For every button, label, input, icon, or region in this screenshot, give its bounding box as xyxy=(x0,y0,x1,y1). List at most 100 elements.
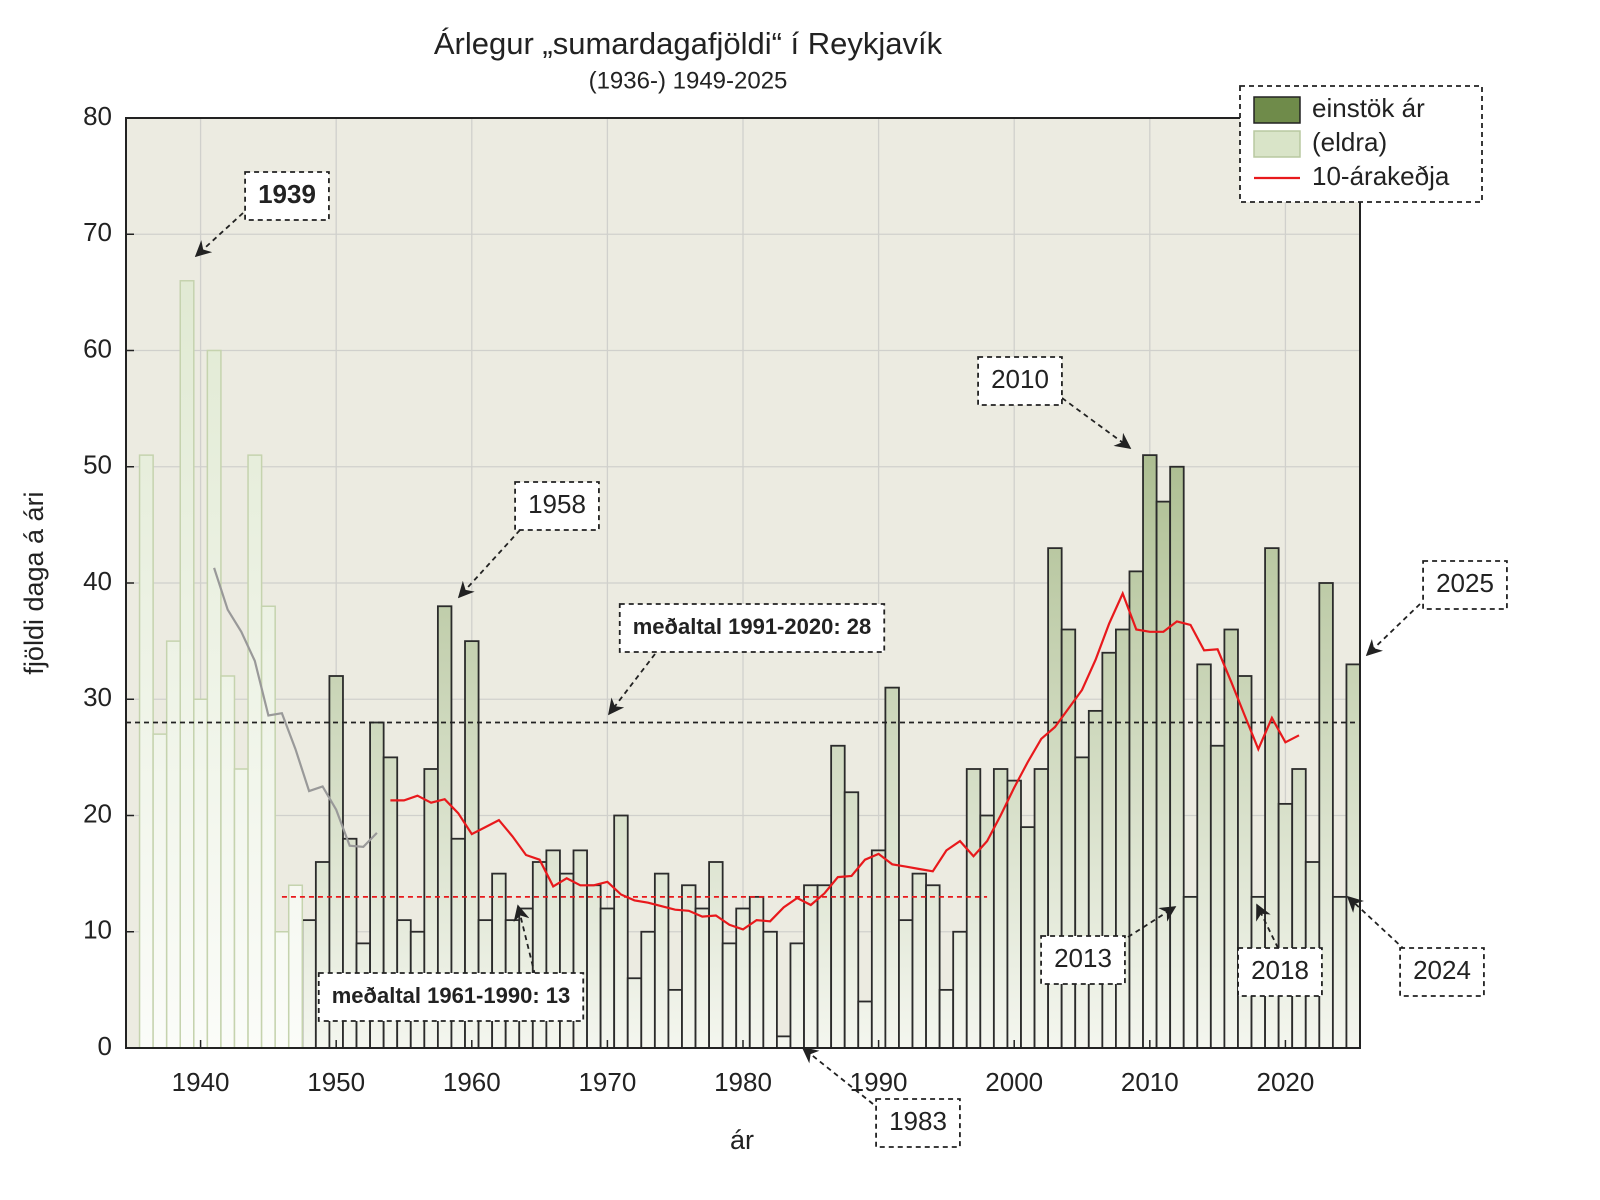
x-axis-label: ár xyxy=(730,1125,754,1155)
y-tick-label: 60 xyxy=(83,333,112,363)
chart-subtitle: (1936-) 1949-2025 xyxy=(589,67,788,94)
bar xyxy=(884,686,900,1049)
annotation-box xyxy=(317,972,585,1022)
bar xyxy=(626,977,643,1049)
older-bar xyxy=(287,884,304,1049)
older-bar xyxy=(220,675,236,1049)
chart-title: Árlegur „sumardagafjöldi“ í Reykjavík xyxy=(434,26,943,61)
annotation-box xyxy=(1237,947,1323,997)
bar xyxy=(925,884,941,1049)
bar xyxy=(1209,744,1226,1049)
bar xyxy=(599,907,616,1049)
bar xyxy=(613,814,629,1049)
legend-label: einstök ár xyxy=(1312,93,1425,123)
bar xyxy=(1128,570,1144,1049)
bar xyxy=(816,884,833,1049)
x-tick-label: 1980 xyxy=(714,1067,772,1097)
bar xyxy=(857,1000,873,1049)
x-tick-label: 1990 xyxy=(850,1067,908,1097)
bar xyxy=(1291,768,1307,1049)
bar xyxy=(721,942,738,1049)
annotation-arrow xyxy=(608,653,656,716)
bar xyxy=(301,919,317,1049)
bar xyxy=(667,988,683,1049)
x-tick-label: 1960 xyxy=(443,1067,501,1097)
bar xyxy=(789,942,805,1049)
annotation-box xyxy=(977,356,1063,406)
annotation-arrow xyxy=(1256,903,1279,949)
bar xyxy=(965,768,982,1049)
bar xyxy=(952,930,968,1049)
moving-average-line xyxy=(213,567,378,849)
bar xyxy=(1182,895,1199,1049)
bar xyxy=(1101,651,1117,1049)
moving-average-line xyxy=(390,590,1300,931)
older-bar xyxy=(152,733,168,1049)
annotation-box xyxy=(875,1098,961,1148)
x-tick-label: 2020 xyxy=(1256,1067,1314,1097)
bar xyxy=(653,872,670,1049)
y-tick-label: 50 xyxy=(83,450,112,480)
older-bar xyxy=(179,280,195,1049)
bar xyxy=(694,907,710,1049)
older-bar xyxy=(138,454,154,1049)
annotation-arrow xyxy=(513,904,536,976)
annotation-label: meðaltal 1991-2020: 28 xyxy=(633,614,872,639)
annotation-label: 2025 xyxy=(1436,568,1494,598)
older-bar xyxy=(247,454,263,1049)
annotation-arrow xyxy=(1365,603,1421,657)
annotation-arrow xyxy=(1346,895,1406,951)
older-bar xyxy=(193,698,209,1049)
legend-label: (eldra) xyxy=(1312,127,1387,157)
legend-swatch xyxy=(1253,96,1301,124)
annotation-box xyxy=(618,603,886,653)
annotation-box xyxy=(1399,947,1485,997)
annotation-label: 1983 xyxy=(889,1106,947,1136)
bar xyxy=(1331,895,1348,1049)
legend-label: 10-árakeðja xyxy=(1312,161,1450,191)
annotation-label: 2018 xyxy=(1251,955,1309,985)
x-tick-label: 1940 xyxy=(172,1067,230,1097)
bar xyxy=(992,768,1009,1049)
bar xyxy=(1277,802,1294,1049)
y-axis-label: fjöldi daga á ári xyxy=(19,491,49,674)
legend-swatch xyxy=(1253,130,1301,158)
older-bar xyxy=(274,931,290,1049)
x-tick-label: 1950 xyxy=(307,1067,365,1097)
bar xyxy=(1115,628,1131,1049)
bar xyxy=(870,849,887,1049)
annotation-box xyxy=(1040,935,1126,985)
bar xyxy=(803,884,819,1049)
bar xyxy=(1033,768,1050,1049)
annotation-arrow xyxy=(801,1046,874,1105)
y-tick-label: 10 xyxy=(83,915,112,945)
older-bar xyxy=(165,640,181,1049)
y-tick-label: 20 xyxy=(83,798,112,828)
annotation-label: 2024 xyxy=(1413,955,1471,985)
annotation-label: 2010 xyxy=(991,364,1049,394)
y-tick-label: 0 xyxy=(98,1031,112,1061)
bar xyxy=(898,919,914,1049)
y-tick-label: 70 xyxy=(83,217,112,247)
bar xyxy=(1020,826,1036,1049)
x-tick-label: 2000 xyxy=(985,1067,1043,1097)
bar xyxy=(843,791,860,1049)
bar xyxy=(1155,500,1172,1049)
y-tick-label: 80 xyxy=(83,101,112,131)
annotation-box xyxy=(244,171,330,221)
annotation-label: meðaltal 1961-1990: 13 xyxy=(332,983,571,1008)
annotation-box xyxy=(1422,560,1508,610)
annotation-box xyxy=(514,481,600,531)
bar xyxy=(1074,756,1090,1049)
bar xyxy=(762,930,778,1049)
annotation-label: 1958 xyxy=(528,489,586,519)
bar xyxy=(1087,709,1104,1049)
annotation-label: 1939 xyxy=(258,179,316,209)
bar xyxy=(776,1035,792,1049)
bar xyxy=(708,861,724,1049)
bar xyxy=(1142,454,1158,1049)
x-tick-label: 2010 xyxy=(1121,1067,1179,1097)
x-tick-label: 1970 xyxy=(578,1067,636,1097)
annotation-arrow xyxy=(457,529,521,599)
